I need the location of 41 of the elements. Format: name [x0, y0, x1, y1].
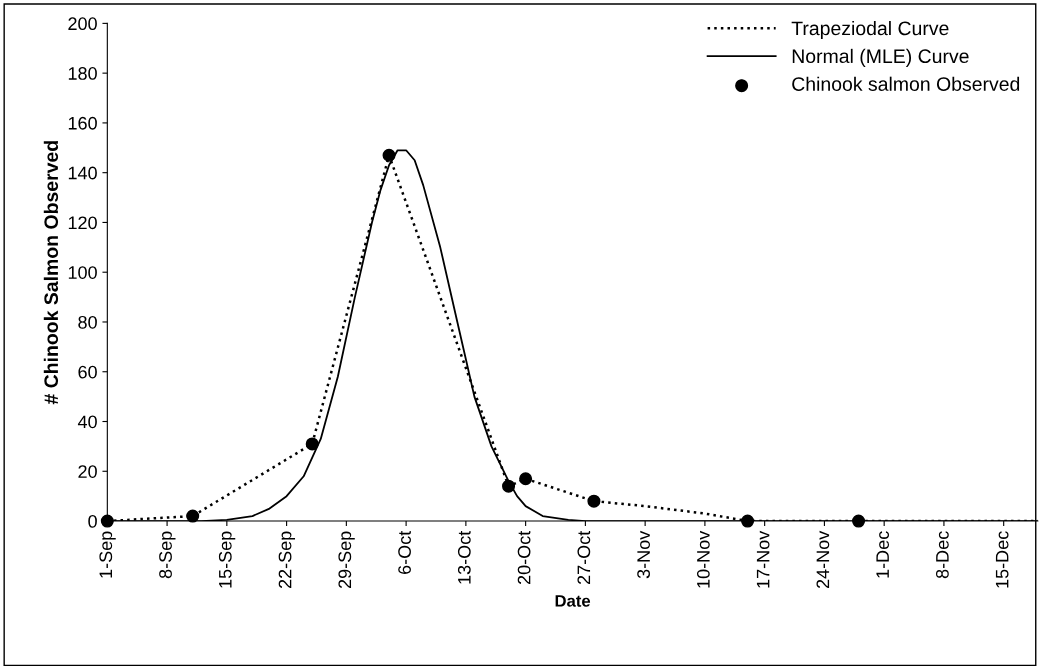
y-axis-title: # Chinook Salmon Observed: [43, 141, 59, 405]
y-tick-label: 60: [78, 365, 97, 379]
x-tick-label: 27-Oct: [577, 530, 591, 585]
x-tick-label: 17-Nov: [756, 530, 770, 588]
y-tick-label: 200: [68, 17, 97, 31]
legend-label: Trapeziodal Curve: [791, 20, 949, 40]
x-tick-label: 8-Dec: [935, 531, 949, 579]
y-tick-label: 40: [77, 415, 97, 429]
y-tick-label: 80: [78, 315, 97, 329]
x-tick-label: 15-Dec: [995, 531, 1009, 588]
x-tick-label: 22-Sep: [278, 531, 296, 589]
point: [186, 509, 200, 523]
point: [519, 472, 533, 486]
point: [502, 479, 516, 493]
x-tick-label: 13-Oct: [457, 530, 471, 584]
x-tick-label: 3-Nov: [637, 530, 650, 579]
x-tick-label: 15-Sep: [218, 531, 236, 588]
point: [741, 514, 755, 528]
x-tick-label: 10-Nov: [696, 530, 710, 588]
x-tick-label: 29-Sep: [338, 531, 355, 589]
y-tick-label: 160: [68, 116, 97, 130]
point: [587, 494, 601, 508]
x-tick-label: 6-Oct: [398, 530, 411, 574]
x-tick-label: 1-Dec: [876, 531, 890, 578]
point: [852, 514, 866, 528]
point: [100, 514, 114, 528]
y-tick-label: 180: [68, 67, 97, 80]
x-tick-label: 24-Nov: [816, 530, 830, 589]
point: [382, 148, 396, 162]
y-tick-label: 100: [68, 266, 97, 279]
x-tick-label: 1-Sep: [99, 531, 116, 578]
y-tick-label: 20: [78, 465, 97, 478]
x-tick-label: 8-Sep: [159, 531, 176, 579]
point: [305, 437, 319, 451]
y-tick-label: 120: [68, 216, 97, 230]
y-tick-label: 140: [68, 166, 97, 180]
y-tick-label: 0: [88, 514, 97, 528]
legend-label: Chinook salmon Observed: [792, 76, 1020, 91]
x-tick-label: 20-Oct: [517, 530, 531, 585]
legend-label: Normal (MLE) Curve: [792, 48, 969, 67]
x-axis-title: Date: [555, 595, 591, 607]
